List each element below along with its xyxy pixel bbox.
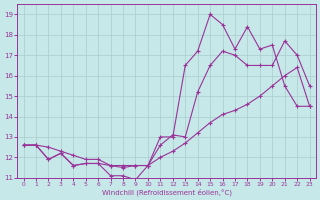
X-axis label: Windchill (Refroidissement éolien,°C): Windchill (Refroidissement éolien,°C): [101, 188, 232, 196]
